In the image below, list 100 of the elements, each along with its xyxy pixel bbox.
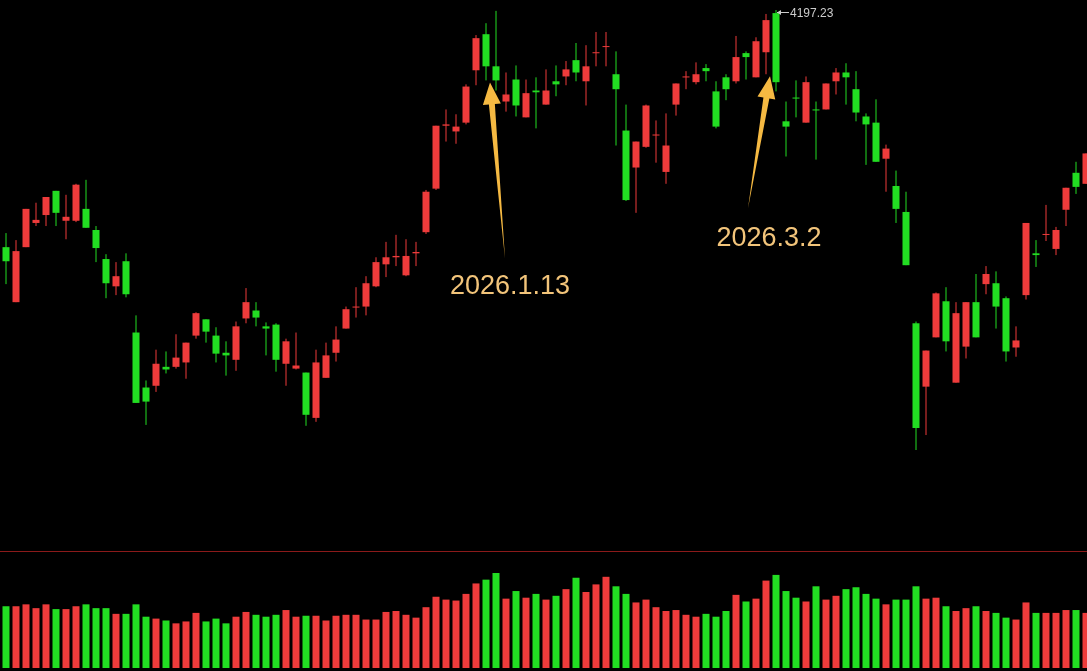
bar [402, 614, 410, 668]
bar [822, 599, 830, 668]
bar [152, 618, 160, 668]
candlestick [742, 50, 750, 81]
candlestick [502, 71, 510, 113]
candlestick [982, 265, 990, 295]
bar [972, 606, 980, 668]
bar [672, 610, 680, 668]
annotation: 2026.3.2 [716, 222, 822, 253]
bar [702, 613, 710, 668]
candlestick [182, 342, 190, 380]
bar [862, 593, 870, 668]
candlestick [442, 108, 450, 143]
bar [582, 592, 590, 668]
bar [102, 608, 110, 668]
annotation: 2026.1.13 [449, 270, 571, 301]
bar [632, 602, 640, 668]
candlestick [1042, 204, 1050, 242]
candlestick [32, 202, 40, 227]
bar [742, 601, 750, 668]
bar [602, 576, 610, 668]
candlestick [882, 144, 890, 193]
bar [12, 606, 20, 668]
candlestick [602, 31, 610, 67]
candlestick [692, 61, 700, 85]
bar [252, 614, 260, 668]
candlestick [722, 73, 730, 101]
bar [712, 616, 720, 668]
bar [512, 591, 520, 668]
bar [22, 604, 30, 668]
bar [482, 579, 490, 668]
bar [982, 611, 990, 668]
candlestick [612, 50, 620, 147]
bar [662, 611, 670, 668]
candlestick [552, 64, 560, 97]
bar [812, 586, 820, 668]
candlestick [282, 338, 290, 387]
candlestick [832, 67, 840, 95]
candlestick [1052, 226, 1060, 256]
candlestick [1062, 187, 1070, 227]
bar [392, 611, 400, 668]
candlestick [682, 70, 690, 90]
candlestick [892, 170, 900, 224]
candlestick [792, 79, 800, 118]
candlestick [842, 62, 850, 106]
bar [322, 620, 330, 668]
bar [872, 598, 880, 668]
bar [552, 595, 560, 668]
candlestick [202, 318, 210, 344]
bar [752, 598, 760, 668]
candlestick [262, 321, 270, 356]
bar [1072, 610, 1080, 668]
bar [412, 617, 420, 668]
bar [182, 621, 190, 668]
bar [262, 616, 270, 668]
bar [502, 598, 510, 668]
bar [302, 615, 310, 668]
bar [912, 586, 920, 668]
candlestick [112, 261, 120, 296]
bar [332, 615, 340, 668]
bar [652, 607, 660, 668]
candlestick [852, 70, 860, 122]
bar [342, 614, 350, 668]
bar [372, 619, 380, 668]
bar [832, 595, 840, 668]
bar [882, 604, 890, 668]
candlestick [152, 349, 160, 393]
candlestick [52, 190, 60, 227]
bar [622, 593, 630, 668]
candlestick [582, 44, 590, 106]
bar [2, 606, 10, 668]
candlestick [322, 342, 330, 379]
bar [282, 610, 290, 668]
bar [572, 577, 580, 668]
candlestick [362, 275, 370, 316]
candlestick [672, 82, 680, 117]
candlestick [592, 31, 600, 67]
bar [792, 597, 800, 668]
bar [492, 573, 500, 668]
bar [892, 599, 900, 668]
candlestick [492, 10, 500, 92]
bar [732, 594, 740, 668]
bar [592, 584, 600, 668]
bar [952, 611, 960, 668]
bar [992, 612, 1000, 668]
bar [202, 621, 210, 668]
candlestick [92, 225, 100, 263]
candlestick [2, 232, 10, 285]
candlestick [352, 286, 360, 319]
bar [242, 611, 250, 668]
candlestick [192, 311, 200, 340]
candlestick [1032, 239, 1040, 268]
candlestick [42, 196, 50, 227]
candlestick [572, 42, 580, 82]
bar [1022, 602, 1030, 668]
bar [1032, 612, 1040, 668]
bar [562, 589, 570, 668]
bar [272, 614, 280, 668]
bar [762, 580, 770, 668]
bar [462, 593, 470, 668]
